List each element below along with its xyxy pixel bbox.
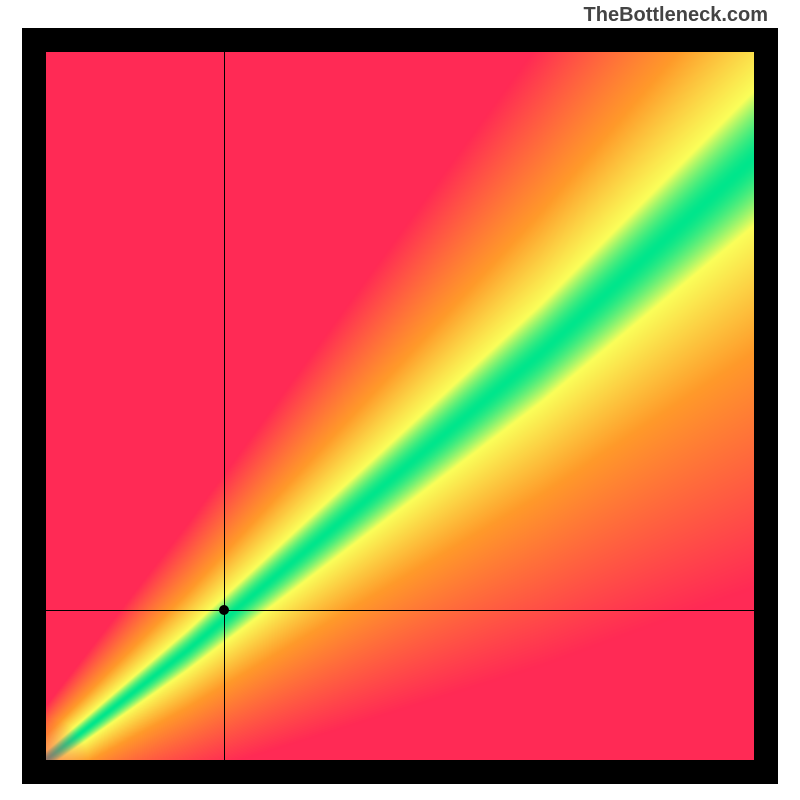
marker-dot bbox=[219, 605, 229, 615]
heatmap-canvas bbox=[46, 52, 754, 760]
watermark-text: TheBottleneck.com bbox=[584, 4, 768, 27]
chart-container: TheBottleneck.com bbox=[0, 0, 800, 800]
plot-area bbox=[46, 52, 754, 760]
plot-frame bbox=[22, 28, 778, 784]
crosshair-horizontal bbox=[46, 610, 754, 611]
crosshair-vertical bbox=[224, 52, 225, 760]
